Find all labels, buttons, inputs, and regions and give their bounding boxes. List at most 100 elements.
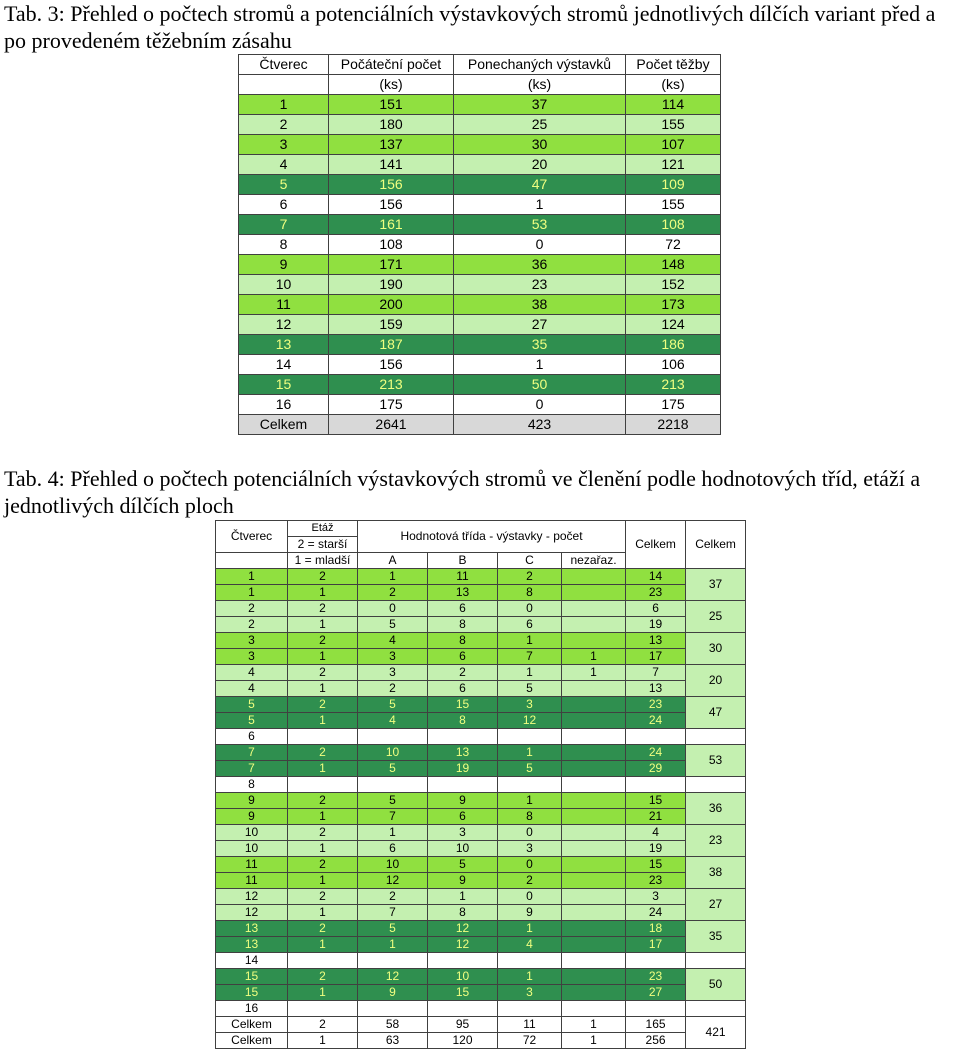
table4-cell: 7 — [497, 648, 562, 665]
table4-row: 4 1 2 6 5 13 — [215, 680, 746, 697]
table4-header-class: B — [427, 552, 498, 569]
table4-cell — [560, 776, 627, 793]
table4-caption-text: : Přehled o počtech potenciálních výstav… — [4, 466, 921, 518]
table4-cell: 58 — [357, 1016, 428, 1033]
table4-cell: 7 — [357, 808, 428, 825]
table3-cell: 1 — [453, 194, 626, 215]
table4-cell: 1 — [287, 808, 358, 825]
table4-header-celkem: Celkem — [685, 520, 747, 569]
table3-cell: 47 — [453, 174, 626, 195]
table4-cell: 13 — [625, 632, 687, 649]
table4-cell: 2 — [287, 1016, 358, 1033]
table4-cell — [560, 968, 627, 985]
table3-row: 15 213 50 213 — [238, 374, 721, 395]
table4-total-cell: 25 — [685, 600, 747, 633]
table4-cell: 12 — [215, 904, 288, 921]
table3-header: Čtverec Počáteční počet Ponechaných výst… — [238, 54, 721, 95]
table4-cell: 15 — [625, 792, 687, 809]
table4-cell: 2 — [287, 632, 358, 649]
table4-cell: 15 — [427, 984, 498, 1001]
table4-cell: 4 — [625, 824, 687, 841]
table3-cell: 2641 — [328, 414, 454, 435]
table4-cell — [560, 888, 627, 905]
table4-cell: 8 — [215, 776, 288, 793]
table4-cell — [625, 952, 687, 969]
table4-cell: Celkem — [215, 1032, 288, 1049]
table3-cell: 38 — [453, 294, 626, 315]
table4-row: 1 1 2 13 8 23 — [215, 584, 746, 601]
table4-cell: 1 — [497, 632, 562, 649]
table4-cell: 23 — [625, 968, 687, 985]
table4-row: 10 2 1 3 0 4 23 — [215, 824, 747, 857]
table4-cell — [497, 952, 562, 969]
table4-cell — [560, 904, 627, 921]
table4-total-cell: 27 — [685, 888, 747, 921]
table4-row: 11 2 10 5 0 15 38 — [215, 856, 747, 889]
table4-total-cell: 50 — [685, 968, 747, 1001]
table4-row: 4 2 3 2 1 1 7 20 — [215, 664, 747, 697]
table4-cell: 120 — [427, 1032, 498, 1049]
table3-cell: 190 — [328, 274, 454, 295]
table4-cell: 63 — [357, 1032, 428, 1049]
table4-cell — [287, 728, 358, 745]
table3-cell: 200 — [328, 294, 454, 315]
table3-cell: 15 — [238, 374, 329, 395]
table4-cell: 72 — [497, 1032, 562, 1049]
table4-row: 10 1 6 10 3 19 — [215, 840, 746, 857]
table4-cell: 6 — [215, 728, 288, 745]
table3-cell: 8 — [238, 234, 329, 255]
table4-cell: 9 — [427, 792, 498, 809]
table4-cell — [560, 984, 627, 1001]
table4-cell: 13 — [215, 920, 288, 937]
table4-row: 9 1 7 6 8 21 — [215, 808, 746, 825]
table3-cell: 7 — [238, 214, 329, 235]
table3-cell: 23 — [453, 274, 626, 295]
table3-cell: 2218 — [625, 414, 721, 435]
table4-cell: 3 — [497, 984, 562, 1001]
table4-cell: 8 — [497, 584, 562, 601]
table3-cell: 36 — [453, 254, 626, 275]
table3-cell: 124 — [625, 314, 721, 335]
table4-cell: 7 — [357, 904, 428, 921]
table4-total-cell: 37 — [685, 568, 747, 601]
table4-row: 5 1 4 8 12 24 — [215, 712, 746, 729]
table4-cell — [560, 568, 627, 585]
table3-cell: 159 — [328, 314, 454, 335]
table4-cell — [560, 600, 627, 617]
table4-cell: 11 — [497, 1016, 562, 1033]
table3-cell: 3 — [238, 134, 329, 155]
table4-cell: 2 — [287, 600, 358, 617]
table4-cell: 8 — [427, 712, 498, 729]
table3-cell: 106 — [625, 354, 721, 375]
table4-cell: 1 — [497, 920, 562, 937]
table4-cell: 1 — [357, 824, 428, 841]
table4-total-cell: 30 — [685, 632, 747, 665]
table3-row: 16 175 0 175 — [238, 394, 721, 415]
table4-cell: 11 — [215, 872, 288, 889]
table4-cell: 18 — [625, 920, 687, 937]
table3-cell: 11 — [238, 294, 329, 315]
table3-cell: 5 — [238, 174, 329, 195]
table4-cell: 1 — [287, 840, 358, 857]
table4-row: Celkem 2 58 95 11 1 165 421 — [215, 1016, 747, 1049]
table4-cell: 9 — [215, 808, 288, 825]
table4-row: 15 2 12 10 1 23 50 — [215, 968, 747, 1001]
table4-total-cell: 38 — [685, 856, 747, 889]
table4-row: 6 — [215, 728, 747, 745]
table4-cell: 12 — [357, 872, 428, 889]
table3-cell: 4 — [238, 154, 329, 175]
table3-row: 13 187 35 186 — [238, 334, 721, 355]
table4-cell: 1 — [427, 888, 498, 905]
table4-cell — [357, 776, 428, 793]
table4-cell — [560, 584, 627, 601]
table4-cell: Celkem — [215, 1016, 288, 1033]
table4-cell — [560, 792, 627, 809]
table3-cell: 2 — [238, 114, 329, 135]
table4-row: 7 1 5 19 5 29 — [215, 760, 746, 777]
table4-cell: 0 — [497, 888, 562, 905]
table4-total-cell: 35 — [685, 920, 747, 953]
table4-cell: 3 — [497, 840, 562, 857]
table4-cell: 165 — [625, 1016, 687, 1033]
table3-row: 5 156 47 109 — [238, 174, 721, 195]
table4-cell: 1 — [357, 936, 428, 953]
